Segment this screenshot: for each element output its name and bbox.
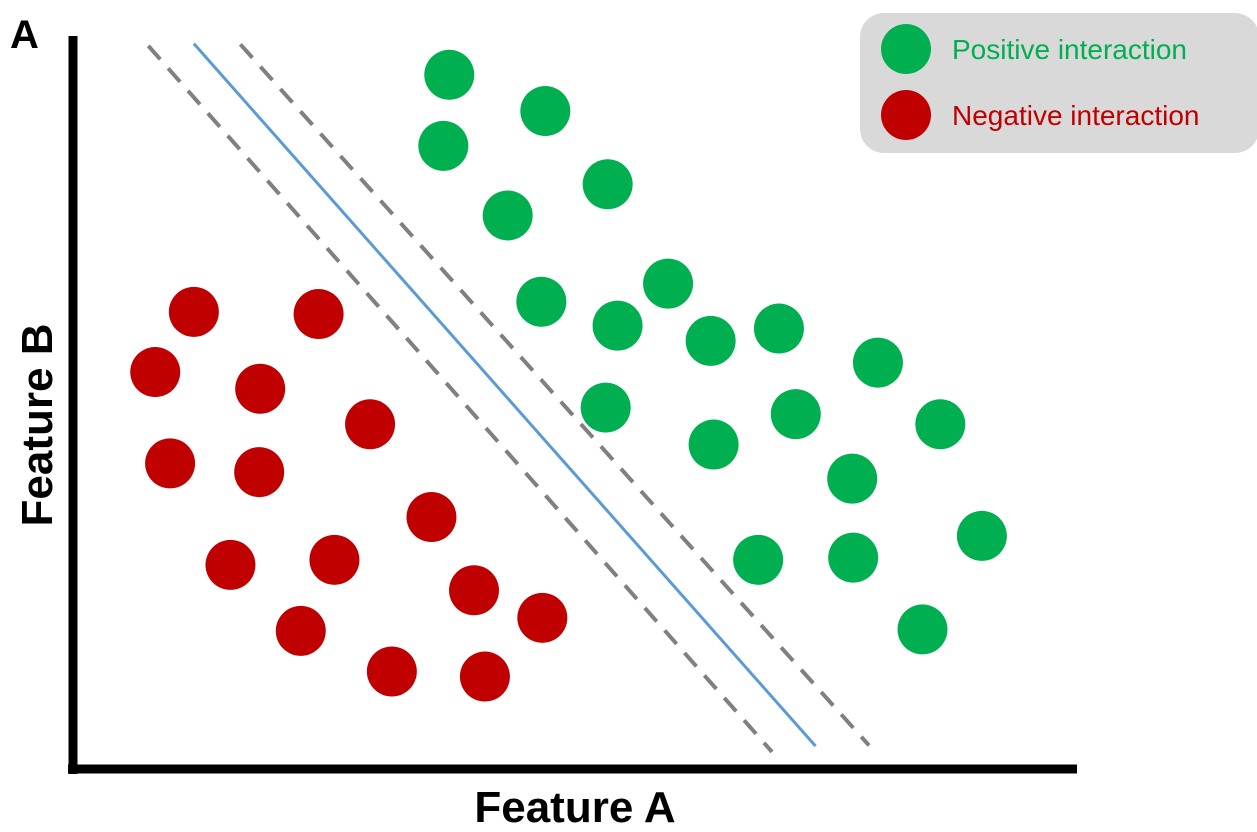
boundary-lines <box>146 42 871 754</box>
negative-point-5 <box>145 438 196 489</box>
positive-point-7 <box>592 300 643 351</box>
positive-point-10 <box>852 337 903 388</box>
negative-point-13 <box>366 646 417 697</box>
positive-point-19 <box>897 604 948 655</box>
positive-point-0 <box>424 49 475 100</box>
positive-point-15 <box>915 399 966 450</box>
positive-point-8 <box>685 315 736 366</box>
negative-point-1 <box>293 289 344 340</box>
legend-label-negative: Negative interaction <box>952 100 1199 131</box>
positive-point-6 <box>516 276 567 327</box>
positive-point-5 <box>643 258 694 309</box>
positive-point-3 <box>582 159 633 210</box>
legend: Positive interaction Negative interactio… <box>860 13 1257 153</box>
legend-label-positive: Positive interaction <box>952 34 1187 65</box>
positive-point-12 <box>688 419 739 470</box>
negative-point-11 <box>517 592 568 643</box>
positive-point-17 <box>828 532 879 583</box>
positive-point-16 <box>733 534 784 585</box>
x-axis-label: Feature A <box>474 783 675 832</box>
decision-boundary-line <box>192 42 817 748</box>
negative-point-7 <box>406 492 457 543</box>
legend-background <box>860 13 1257 153</box>
positive-point-9 <box>753 303 804 354</box>
negative-point-3 <box>235 363 286 414</box>
y-axis-label: Feature B <box>13 324 62 527</box>
panel-label: A <box>10 13 39 57</box>
positive-point-13 <box>770 389 821 440</box>
negative-point-10 <box>449 565 500 616</box>
negative-point-6 <box>234 447 285 498</box>
positive-point-2 <box>418 120 469 171</box>
negative-point-8 <box>205 539 256 590</box>
positive-point-1 <box>520 86 571 137</box>
legend-marker-negative <box>881 90 931 140</box>
positive-point-14 <box>827 453 878 504</box>
negative-point-14 <box>459 651 510 702</box>
data-points <box>130 49 1007 702</box>
positive-point-11 <box>580 382 631 433</box>
negative-point-2 <box>130 347 181 398</box>
negative-point-0 <box>168 286 219 337</box>
legend-marker-positive <box>881 24 931 74</box>
negative-point-9 <box>309 534 360 585</box>
negative-point-4 <box>345 399 396 450</box>
margin-line-1 <box>146 44 774 754</box>
margin-line-2 <box>238 43 871 747</box>
positive-point-4 <box>482 190 533 241</box>
negative-point-12 <box>275 605 326 656</box>
positive-point-18 <box>956 510 1007 561</box>
